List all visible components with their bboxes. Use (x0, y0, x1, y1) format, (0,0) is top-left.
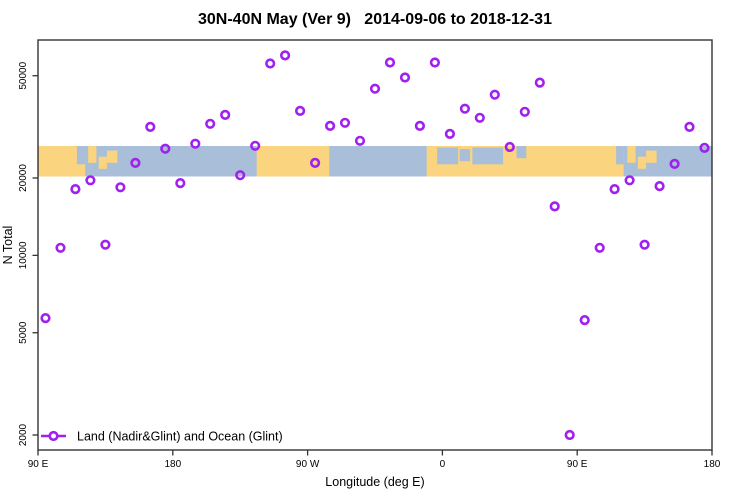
y-tick-label: 5000 (18, 321, 29, 344)
map-band-ocean-patch (616, 146, 624, 165)
data-point (414, 120, 426, 131)
y-tick-label: 2000 (18, 423, 29, 446)
x-axis-title: Longitude (deg E) (325, 475, 424, 489)
data-point (160, 143, 171, 154)
data-point (220, 109, 231, 120)
data-point (519, 106, 530, 117)
data-point (489, 89, 500, 100)
data-point (100, 239, 111, 250)
map-band-land (106, 150, 118, 163)
data-point (399, 72, 411, 83)
map-band-land (637, 156, 647, 169)
data-point (429, 57, 441, 68)
data-point (175, 178, 186, 189)
data-point (145, 121, 156, 132)
data-point (624, 175, 635, 186)
data-point (310, 157, 321, 168)
y-tick-label: 10000 (18, 241, 29, 269)
data-point (55, 242, 66, 253)
x-tick-label: 90 E (28, 459, 49, 470)
data-point (265, 58, 276, 69)
data-point (474, 112, 485, 123)
map-band-ocean-patch (76, 146, 86, 165)
plot-frame (37, 39, 713, 451)
x-tick-label: 90 W (296, 459, 320, 470)
data-point (534, 77, 545, 88)
x-tick-label: 180 (164, 459, 181, 470)
axis-ticks: 90 E 180 90 W 0 90 E 180 2000 5000 10000 20000 500… (18, 61, 721, 470)
legend-label: Land (Nadir&Glint) and Ocean (Glint) (77, 430, 283, 444)
map-band-land (646, 150, 657, 163)
data-point (684, 121, 695, 132)
data-point (85, 175, 96, 186)
data-point (564, 429, 575, 441)
y-axis-title: N Total (1, 226, 15, 265)
data-point (325, 120, 336, 131)
data-point (369, 83, 381, 94)
data-point (190, 138, 201, 149)
data-point (40, 313, 51, 324)
data-point (354, 135, 366, 146)
data-point (639, 239, 650, 250)
data-point (235, 170, 246, 181)
data-point (115, 182, 126, 193)
y-tick-label: 50000 (18, 61, 29, 89)
y-tick-label: 20000 (18, 164, 29, 192)
data-point (384, 57, 396, 68)
map-band-ocean-patch (472, 147, 504, 165)
data-point (609, 184, 620, 195)
x-tick-label: 90 E (567, 459, 588, 470)
x-tick-label: 180 (704, 459, 721, 470)
map-band (38, 146, 712, 177)
data-point (339, 117, 351, 128)
map-band-land (627, 146, 636, 163)
data-point (654, 181, 665, 192)
map-band-ocean-patch (437, 147, 459, 165)
data-point (579, 315, 590, 326)
data-point (504, 141, 515, 153)
data-point (250, 140, 261, 151)
data-point (444, 128, 456, 139)
map-band-ocean-patch (516, 146, 527, 159)
data-point (594, 242, 605, 253)
data-point (280, 50, 291, 61)
map-band-land (88, 146, 97, 163)
legend: Land (Nadir&Glint) and Ocean (Glint) (41, 430, 283, 444)
legend-marker-icon (48, 430, 59, 442)
data-point (205, 118, 216, 129)
data-point (130, 157, 141, 168)
x-tick-label: 0 (440, 459, 446, 470)
data-point (669, 158, 680, 169)
data-point (549, 201, 560, 212)
data-point (459, 103, 471, 114)
data-point (70, 184, 81, 195)
map-band-ocean-patch (459, 149, 471, 162)
data-point (699, 142, 710, 153)
chart-title: 30N-40N May (Ver 9) 2014-09-06 to 2018-1… (198, 11, 552, 28)
data-points (40, 50, 710, 441)
data-point (295, 105, 306, 116)
map-band-land (98, 156, 107, 169)
